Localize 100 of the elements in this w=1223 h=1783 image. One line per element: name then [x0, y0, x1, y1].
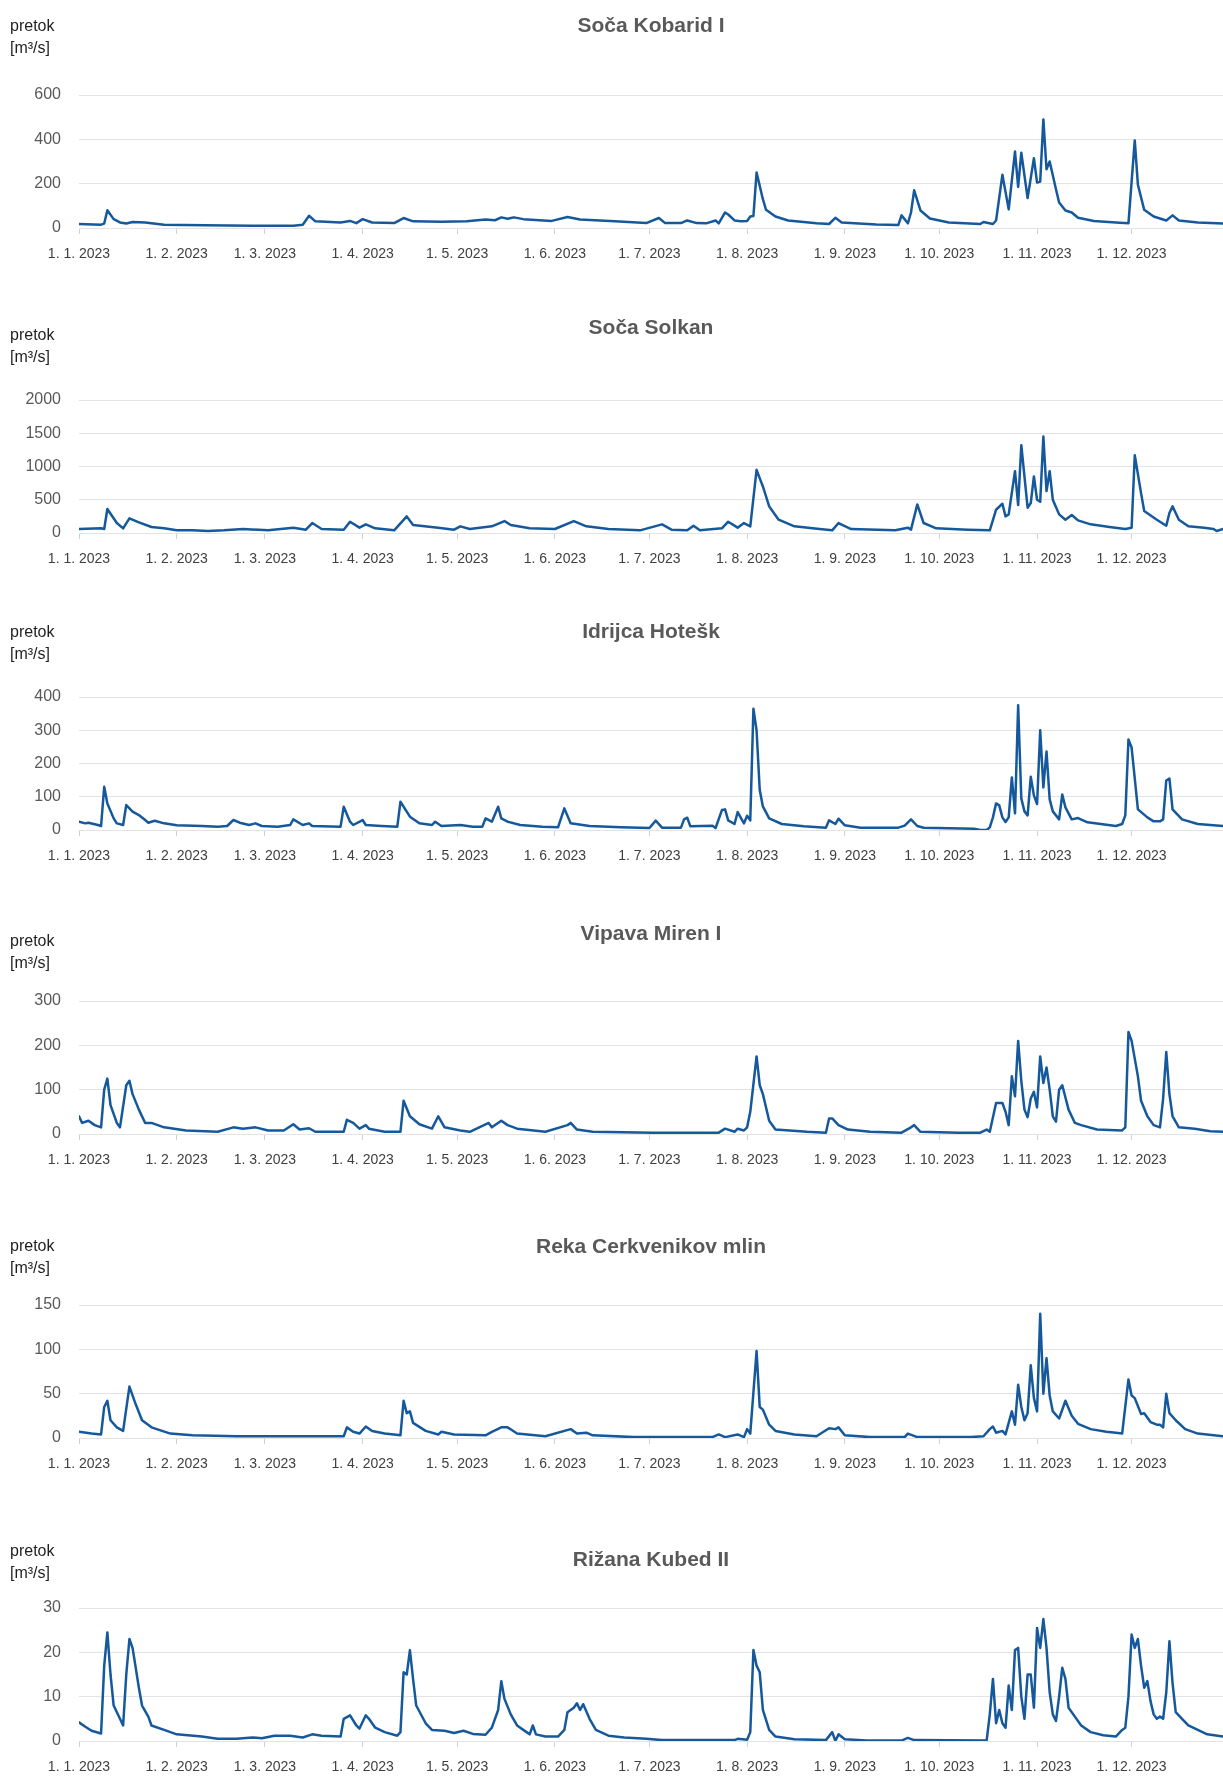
chart-title: Soča Kobarid I: [577, 12, 725, 38]
x-tick-label: 1. 5. 2023: [426, 1758, 489, 1775]
y-tick-label: 30: [43, 1598, 62, 1616]
x-tick-label: 1. 8. 2023: [715, 847, 779, 864]
x-tick-label: 1. 11. 2023: [1002, 245, 1072, 262]
x-tick-label: 1. 1. 2023: [47, 847, 111, 864]
x-tick-label: 1. 11. 2023: [1002, 1455, 1072, 1472]
y-tick-label: 400: [34, 687, 62, 705]
y-tick-label: 0: [52, 1124, 62, 1142]
x-tick-label: 1. 1. 2023: [47, 1151, 111, 1168]
x-tick-label: 1. 2. 2023: [145, 245, 209, 262]
x-tick-label: 1. 11. 2023: [1002, 550, 1072, 567]
y-tick-label: 2000: [25, 390, 62, 408]
x-tick-label: 1. 1. 2023: [47, 550, 111, 567]
x-tick-label: 1. 1. 2023: [47, 245, 111, 262]
x-tick-label: 1. 3. 2023: [233, 550, 297, 567]
chart-title: Soča Solkan: [588, 314, 714, 340]
x-tick-label: 1. 2. 2023: [145, 847, 209, 864]
x-tick-label: 1. 8. 2023: [715, 550, 779, 567]
x-tick-label: 1. 3. 2023: [233, 847, 297, 864]
x-tick-label: 1. 2. 2023: [145, 550, 209, 567]
y-axis-title: pretok [m³/s]: [10, 1236, 56, 1278]
x-tick-label: 1. 10. 2023: [904, 1151, 975, 1168]
x-tick-label: 1. 9. 2023: [813, 1455, 877, 1472]
x-tick-label: 1. 4. 2023: [331, 1151, 394, 1168]
x-tick-label: 1. 5. 2023: [426, 847, 489, 864]
x-tick-label: 1. 10. 2023: [904, 550, 975, 567]
x-tick-label: 1. 8. 2023: [715, 1758, 779, 1775]
chart-title: Idrijca Hotešk: [582, 618, 720, 644]
x-tick-label: 1. 7. 2023: [618, 1151, 681, 1168]
x-tick-label: 1. 1. 2023: [47, 1758, 111, 1775]
x-tick-label: 1. 4. 2023: [331, 550, 394, 567]
y-tick-label: 600: [34, 85, 62, 103]
y-tick-label: 0: [52, 1428, 62, 1446]
y-tick-label: 50: [43, 1384, 62, 1402]
x-tick-label: 1. 5. 2023: [426, 550, 489, 567]
x-tick-label: 1. 3. 2023: [233, 1151, 297, 1168]
x-tick-label: 1. 8. 2023: [715, 1151, 779, 1168]
x-tick-label: 1. 10. 2023: [904, 847, 975, 864]
y-tick-label: 1500: [25, 423, 62, 441]
x-tick-label: 1. 2. 2023: [145, 1758, 209, 1775]
y-tick-label: 200: [34, 1035, 62, 1053]
x-tick-label: 1. 5. 2023: [426, 245, 489, 262]
x-tick-label: 1. 1. 2023: [47, 1455, 111, 1472]
x-tick-label: 1. 6. 2023: [523, 1151, 587, 1168]
y-tick-label: 100: [34, 787, 62, 805]
x-tick-label: 1. 9. 2023: [813, 847, 877, 864]
x-tick-label: 1. 10. 2023: [904, 245, 975, 262]
x-tick-label: 1. 12. 2023: [1096, 847, 1167, 864]
y-tick-label: 0: [52, 523, 62, 541]
y-tick-label: 10: [43, 1687, 62, 1705]
y-tick-label: 100: [34, 1080, 62, 1098]
x-tick-label: 1. 12. 2023: [1096, 550, 1167, 567]
x-tick-label: 1. 2. 2023: [145, 1455, 209, 1472]
y-tick-label: 200: [34, 753, 62, 771]
y-tick-label: 1000: [25, 456, 62, 474]
x-tick-label: 1. 12. 2023: [1096, 1758, 1167, 1775]
x-tick-label: 1. 6. 2023: [523, 550, 587, 567]
y-tick-label: 300: [34, 720, 62, 738]
chart-title: Vipava Miren I: [580, 920, 722, 946]
y-tick-label: 400: [34, 129, 62, 147]
x-tick-label: 1. 3. 2023: [233, 1455, 297, 1472]
x-tick-label: 1. 8. 2023: [715, 245, 779, 262]
x-tick-label: 1. 12. 2023: [1096, 245, 1167, 262]
x-tick-label: 1. 11. 2023: [1002, 1758, 1072, 1775]
x-tick-label: 1. 10. 2023: [904, 1758, 975, 1775]
x-tick-label: 1. 3. 2023: [233, 1758, 297, 1775]
y-tick-label: 500: [34, 490, 62, 508]
y-tick-label: 200: [34, 174, 62, 192]
x-tick-label: 1. 6. 2023: [523, 1455, 587, 1472]
y-axis-title: pretok [m³/s]: [10, 325, 56, 367]
x-tick-label: 1. 9. 2023: [813, 1151, 877, 1168]
x-tick-label: 1. 9. 2023: [813, 1758, 877, 1775]
x-tick-label: 1. 12. 2023: [1096, 1455, 1167, 1472]
y-tick-label: 20: [43, 1642, 62, 1660]
x-tick-label: 1. 10. 2023: [904, 1455, 975, 1472]
y-tick-label: 0: [52, 820, 62, 838]
chart-title: Reka Cerkvenikov mlin: [536, 1233, 766, 1259]
x-tick-label: 1. 4. 2023: [331, 1758, 394, 1775]
x-tick-label: 1. 9. 2023: [813, 550, 877, 567]
x-tick-label: 1. 6. 2023: [523, 847, 587, 864]
x-tick-label: 1. 4. 2023: [331, 847, 394, 864]
y-tick-label: 100: [34, 1339, 62, 1357]
chart-title: Rižana Kubed II: [572, 1546, 730, 1572]
x-tick-label: 1. 9. 2023: [813, 245, 877, 262]
y-axis-title: pretok [m³/s]: [10, 1541, 56, 1583]
y-tick-label: 0: [52, 218, 62, 236]
x-tick-label: 1. 7. 2023: [618, 1455, 681, 1472]
y-tick-label: 0: [52, 1731, 62, 1749]
x-tick-label: 1. 2. 2023: [145, 1151, 209, 1168]
x-tick-label: 1. 6. 2023: [523, 245, 587, 262]
x-tick-label: 1. 7. 2023: [618, 1758, 681, 1775]
x-tick-label: 1. 7. 2023: [618, 245, 681, 262]
y-axis-title: pretok [m³/s]: [10, 622, 56, 664]
x-tick-label: 1. 11. 2023: [1002, 1151, 1072, 1168]
y-tick-label: 300: [34, 991, 62, 1009]
x-tick-label: 1. 5. 2023: [426, 1455, 489, 1472]
x-tick-label: 1. 5. 2023: [426, 1151, 489, 1168]
y-axis-title: pretok [m³/s]: [10, 16, 56, 58]
x-tick-label: 1. 8. 2023: [715, 1455, 779, 1472]
